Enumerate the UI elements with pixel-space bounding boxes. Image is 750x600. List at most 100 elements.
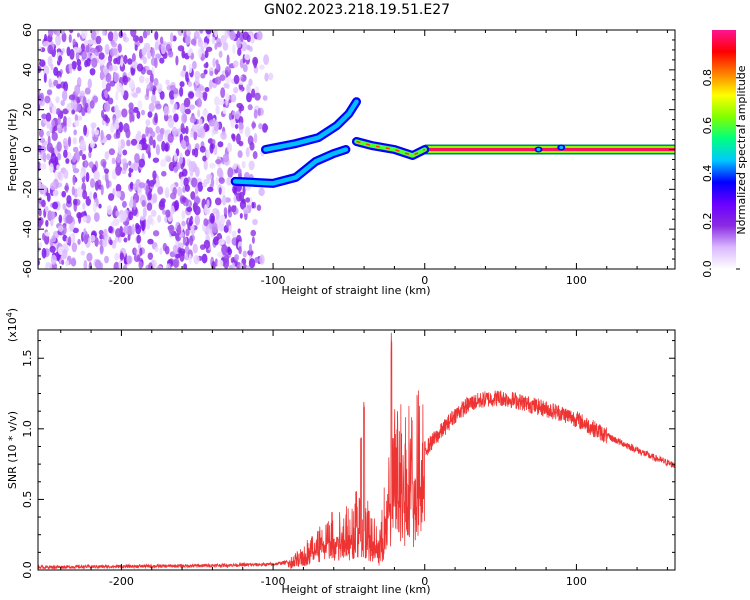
- noise-blob: [71, 109, 76, 115]
- noise-blob: [197, 109, 201, 118]
- noise-blob: [136, 110, 141, 120]
- noise-blob: [203, 42, 208, 49]
- noise-blob: [199, 30, 204, 34]
- noise-blob: [112, 47, 118, 56]
- noise-blob: [47, 44, 54, 55]
- noise-blob: [116, 155, 122, 163]
- noise-blob: [231, 262, 236, 269]
- noise-blob: [47, 30, 54, 37]
- noise-blob: [154, 112, 158, 124]
- noise-blob: [83, 234, 89, 245]
- noise-blob: [154, 41, 159, 51]
- snr-frame: [37, 329, 676, 571]
- noise-blob: [209, 162, 216, 169]
- noise-blob: [66, 116, 72, 128]
- spectrogram-ridges: [230, 97, 675, 188]
- noise-blob: [200, 72, 206, 79]
- noise-blob: [147, 191, 152, 201]
- noise-blob: [62, 108, 69, 115]
- noise-blob: [158, 200, 166, 211]
- noise-blob: [71, 242, 78, 253]
- noise-blob: [57, 123, 62, 133]
- noise-blob: [179, 252, 185, 262]
- noise-blob: [251, 236, 255, 244]
- noise-blob: [182, 236, 187, 246]
- noise-blob: [69, 30, 74, 34]
- noise-blob: [114, 104, 119, 114]
- noise-blob: [218, 177, 225, 185]
- noise-blob: [62, 115, 68, 127]
- ridge-blip-core: [536, 148, 541, 151]
- noise-blob: [74, 113, 79, 122]
- noise-blob: [149, 72, 154, 84]
- noise-blob: [77, 212, 82, 224]
- noise-blob: [57, 116, 61, 125]
- noise-blob: [159, 127, 165, 135]
- noise-blob: [150, 47, 155, 58]
- noise-blob: [85, 172, 90, 183]
- noise-blob: [55, 108, 61, 116]
- noise-blob: [38, 151, 41, 162]
- noise-blob: [215, 177, 219, 186]
- noise-blob: [83, 39, 89, 46]
- noise-blob: [231, 110, 236, 116]
- noise-blob: [218, 98, 225, 106]
- noise-blob: [243, 207, 249, 214]
- noise-blob: [179, 86, 184, 97]
- noise-blob: [232, 60, 239, 68]
- noise-blob: [170, 205, 175, 215]
- noise-blob: [84, 159, 88, 169]
- noise-blob: [138, 261, 143, 269]
- noise-blob: [264, 72, 269, 82]
- noise-blob: [173, 103, 178, 110]
- noise-blob: [203, 91, 208, 102]
- noise-blob: [184, 108, 191, 115]
- noise-blob: [127, 58, 133, 65]
- noise-blob: [98, 52, 105, 60]
- noise-blob: [104, 151, 110, 160]
- noise-blob: [93, 170, 100, 181]
- noise-blob: [194, 70, 201, 80]
- noise-blob: [107, 193, 115, 201]
- noise-blob: [62, 137, 68, 147]
- noise-blob: [76, 58, 82, 67]
- noise-blob: [38, 128, 44, 138]
- noise-blob: [69, 48, 75, 60]
- noise-blob: [179, 81, 185, 88]
- noise-blob: [248, 160, 255, 171]
- ridge-lower-arc-inner: [232, 147, 349, 186]
- noise-blob: [246, 92, 252, 103]
- noise-blob: [122, 75, 128, 86]
- noise-blob: [142, 30, 148, 39]
- noise-blob: [175, 253, 180, 259]
- noise-blob: [86, 252, 93, 262]
- noise-blob: [211, 36, 216, 45]
- noise-blob: [49, 163, 54, 173]
- noise-blob: [157, 214, 162, 223]
- noise-blob: [94, 259, 102, 269]
- noise-blob: [72, 168, 80, 174]
- spectrogram-y-tick-label: 40: [21, 63, 34, 77]
- noise-blob: [177, 186, 183, 196]
- noise-blob: [65, 259, 70, 267]
- noise-blob: [105, 72, 112, 83]
- snr-series-line: [38, 332, 675, 570]
- noise-blob: [232, 134, 236, 142]
- noise-blob: [123, 237, 128, 243]
- noise-blob: [74, 120, 80, 127]
- noise-blob: [181, 220, 186, 227]
- noise-blob: [183, 263, 188, 269]
- noise-blob: [90, 234, 96, 242]
- noise-blob: [118, 236, 122, 244]
- noise-blob: [173, 166, 178, 174]
- noise-blob: [44, 206, 49, 213]
- noise-blob: [75, 150, 81, 161]
- noise-blob: [98, 203, 102, 209]
- colorbar-tick-label: 0.6: [701, 117, 714, 135]
- noise-blob: [209, 212, 215, 224]
- noise-blob: [64, 185, 69, 191]
- noise-blob: [245, 197, 251, 203]
- noise-blob: [230, 94, 237, 103]
- noise-blob: [185, 228, 190, 237]
- noise-blob: [237, 150, 243, 159]
